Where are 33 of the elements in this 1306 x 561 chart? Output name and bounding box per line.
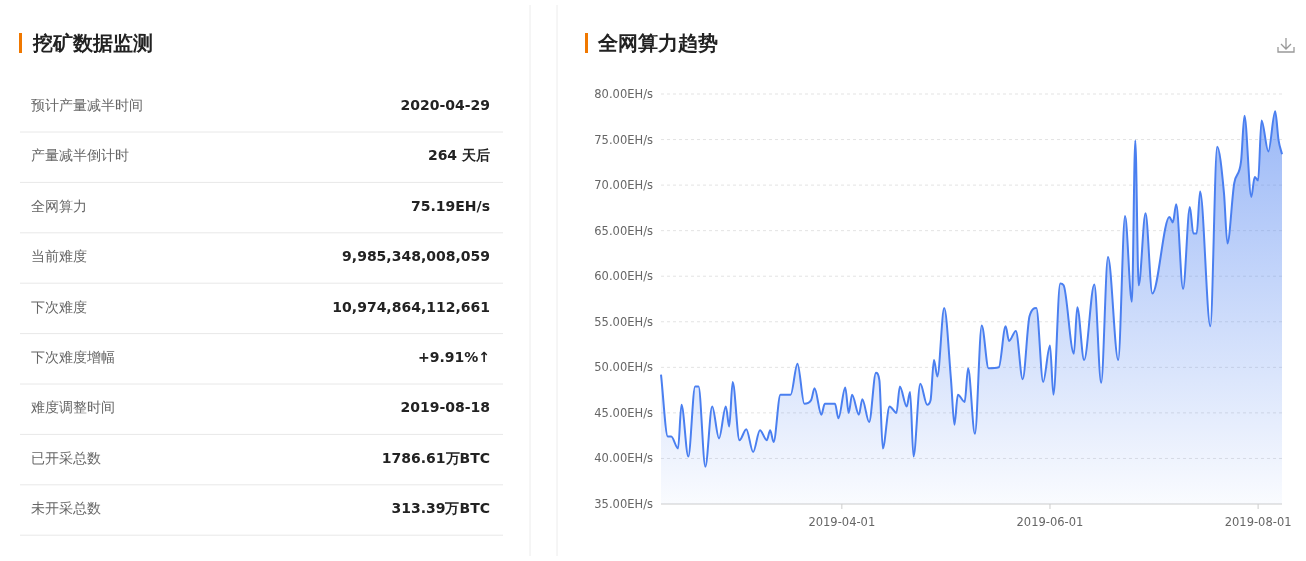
- chart-title: 全网算力趋势: [597, 31, 718, 55]
- text: 1786.61万BTC: [381, 449, 490, 466]
- text: 未开采总数: [31, 500, 101, 517]
- x-tick-label: 2019-08-01: [1224, 515, 1292, 529]
- y-tick-label: 50.00EH/s: [594, 360, 654, 375]
- text: +9.91%↑: [417, 349, 490, 365]
- y-tick-label: 60.00EH/s: [594, 269, 654, 284]
- text: 313.39万BTC: [391, 500, 490, 517]
- x-tick-label: 2019-04-01: [808, 515, 876, 529]
- y-tick-label: 75.00EH/s: [594, 132, 654, 147]
- text: 下次难度: [31, 298, 87, 315]
- text: 10,974,864,112,661: [332, 298, 490, 315]
- text: 75.19EH/s: [410, 197, 490, 214]
- text: 9,985,348,008,059: [342, 248, 490, 265]
- text: 当前难度: [31, 248, 87, 265]
- x-tick-label: 2019-06-01: [1016, 515, 1084, 529]
- text: 下次难度增幅: [31, 349, 115, 365]
- y-tick-label: 65.00EH/s: [594, 223, 654, 238]
- text: 挖矿数据监测: [32, 31, 153, 55]
- text: 产量减半倒计时: [31, 147, 129, 164]
- y-tick-label: 70.00EH/s: [594, 178, 654, 193]
- y-tick-label: 55.00EH/s: [594, 314, 654, 329]
- y-tick-label: 40.00EH/s: [594, 451, 654, 466]
- y-tick-label: 45.00EH/s: [594, 405, 654, 420]
- y-tick-label: 35.00EH/s: [594, 497, 654, 511]
- y-tick-label: 80.00EH/s: [594, 87, 654, 101]
- text: 2020-04-29: [400, 97, 490, 113]
- text: 已开采总数: [31, 449, 101, 466]
- text: 2019-08-18: [400, 399, 490, 416]
- text: 难度调整时间: [30, 399, 115, 416]
- text: 264 天后: [427, 147, 490, 164]
- text: 全网算力: [31, 197, 87, 214]
- text: 预计产量减半时间: [31, 97, 143, 113]
